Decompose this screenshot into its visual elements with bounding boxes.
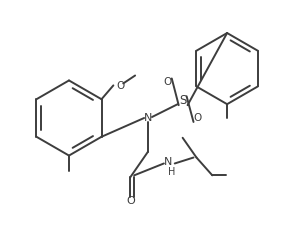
Text: O: O [126, 196, 135, 206]
Text: N: N [164, 157, 172, 168]
Text: N: N [144, 113, 152, 123]
Text: S: S [179, 94, 186, 107]
Text: H: H [168, 167, 175, 178]
Text: O: O [193, 113, 202, 123]
Text: O: O [116, 81, 125, 91]
Text: O: O [164, 77, 172, 87]
